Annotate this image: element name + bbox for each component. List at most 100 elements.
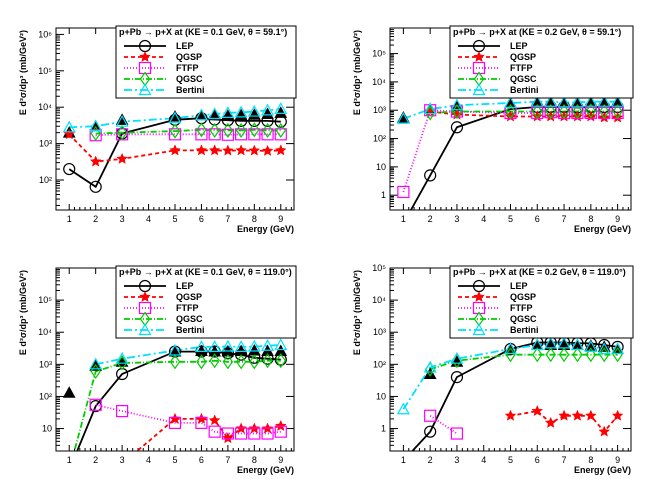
marker-qgsp — [584, 409, 597, 421]
marker-qgsp — [248, 144, 261, 156]
marker-lep — [424, 425, 437, 438]
x-tick-label: 1 — [67, 214, 72, 224]
marker-bertini — [570, 338, 584, 351]
marker-qgsc — [65, 464, 74, 477]
series-line-qgsc — [430, 109, 618, 114]
marker-bertini — [530, 94, 544, 107]
marker-qgsc — [116, 125, 128, 141]
legend-entry-bertini: Bertini — [176, 85, 205, 95]
marker-bertini — [194, 108, 208, 121]
y-tick-label: 10 — [376, 162, 386, 172]
marker-bertini — [234, 105, 248, 118]
x-tick-label: 7 — [225, 455, 230, 465]
marker-bertini — [247, 339, 261, 352]
legend-entry-ftfp: FTFP — [176, 63, 199, 73]
data-point — [274, 344, 288, 357]
marker-bertini — [597, 94, 611, 107]
marker-bertini — [221, 106, 235, 118]
marker-qgsc — [585, 103, 597, 119]
marker-lep — [450, 371, 464, 384]
marker-lep — [64, 465, 75, 476]
y-axis-label: E d³σ/dp³ (mb/GeV²) — [18, 270, 28, 355]
marker-qgsc — [572, 103, 583, 120]
marker-bertini — [221, 339, 235, 352]
y-tick-label: 1 — [381, 424, 386, 434]
marker-bertini — [208, 340, 222, 352]
x-tick-label: 4 — [481, 455, 486, 465]
marker-qgsc — [505, 347, 516, 363]
x-tick-label: 5 — [172, 214, 177, 224]
y-tick-label: 10⁴ — [38, 102, 52, 112]
marker-lep — [221, 114, 234, 127]
marker-bertini — [115, 351, 129, 364]
marker-qgsp — [598, 425, 611, 437]
y-tick-label: 10³ — [373, 105, 386, 115]
marker-bertini — [261, 338, 275, 351]
x-tick-label: 1 — [401, 455, 406, 465]
marker-qgsp — [558, 409, 570, 421]
x-axis-label: Energy (GeV) — [237, 465, 294, 475]
marker-lep — [235, 348, 248, 361]
legend-entry-qgsc: QGSC — [176, 74, 203, 84]
marker-qgsc — [572, 347, 583, 363]
marker-ftfp — [235, 427, 248, 440]
data-point — [274, 106, 288, 118]
marker-qgsc — [558, 347, 570, 363]
marker-qgsc — [169, 123, 181, 139]
marker-qgsp — [222, 144, 234, 156]
marker-bertini — [611, 342, 625, 355]
marker-bertini — [89, 119, 103, 132]
marker-qgsc — [235, 122, 247, 138]
marker-lep — [598, 338, 611, 352]
legend-entry-qgsc: QGSC — [510, 314, 537, 324]
series-line-qgsc — [429, 353, 618, 371]
marker-ftfp — [450, 427, 464, 440]
legend-entry-qgsp: QGSP — [176, 52, 202, 62]
x-tick-label: 7 — [562, 455, 567, 465]
x-tick-label: 8 — [252, 214, 257, 224]
marker-qgsc — [222, 122, 234, 138]
marker-bertini — [611, 94, 625, 107]
series-line-ftfp — [95, 133, 281, 137]
legend-entry-lep: LEP — [510, 41, 528, 51]
x-tick-label: 3 — [454, 455, 459, 465]
marker-lep — [63, 162, 76, 176]
legend-marker-bertini — [138, 83, 152, 96]
marker-qgsp — [571, 409, 584, 421]
marker-qgsp — [208, 414, 221, 426]
legend-entry-ftfp: FTFP — [176, 303, 199, 313]
legend-marker-qgsp — [139, 290, 151, 302]
x-tick-label: 4 — [481, 214, 486, 224]
marker-ftfp — [261, 427, 274, 440]
y-tick-label: 10² — [39, 391, 52, 401]
marker-qgsp — [611, 409, 624, 421]
x-tick-label: 6 — [535, 214, 540, 224]
marker-bertini — [247, 104, 261, 117]
marker-qgsc — [275, 353, 287, 369]
legend-entry-qgsp: QGSP — [510, 292, 536, 302]
chart-title: p+Pb → p+X at (KE = 0.1 GeV, θ = 119.0°) — [119, 267, 292, 277]
marker-bertini — [450, 351, 464, 364]
marker-bertini — [396, 112, 410, 124]
x-axis-label: Energy (GeV) — [237, 224, 294, 234]
marker-ftfp — [89, 398, 102, 411]
y-tick-label: 10⁵ — [38, 66, 52, 76]
marker-ftfp — [195, 128, 208, 141]
y-tick-label: 10³ — [39, 359, 52, 369]
x-tick-label: 6 — [199, 214, 204, 224]
y-tick-label: 10⁴ — [372, 77, 386, 87]
legend-entry-qgsc: QGSC — [176, 314, 203, 324]
x-tick-label: 8 — [252, 455, 257, 465]
x-tick-label: 5 — [172, 455, 177, 465]
marker-bertini — [570, 95, 584, 108]
marker-qgsp — [63, 128, 76, 140]
marker-ftfp — [195, 416, 208, 430]
marker-qgsc — [249, 122, 260, 138]
marker-ftfp — [424, 409, 437, 422]
series-line-qgsc — [95, 128, 281, 135]
marker-qgsc — [235, 354, 247, 370]
marker-bertini — [557, 336, 571, 349]
legend-marker-bertini — [472, 323, 486, 336]
